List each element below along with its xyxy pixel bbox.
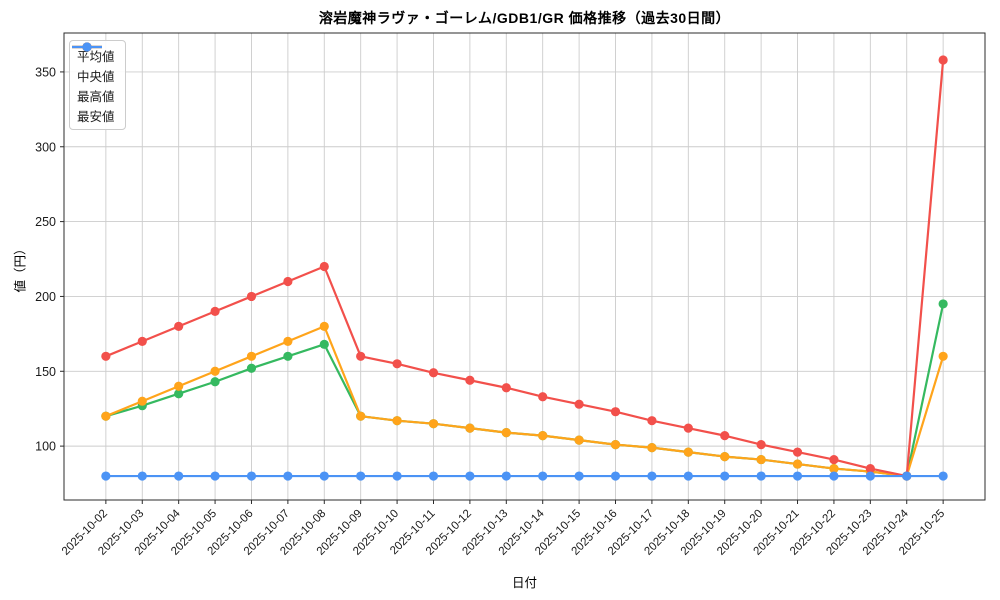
data-point-最高値 xyxy=(246,291,257,302)
data-point-最高値 xyxy=(319,261,329,272)
data-point-中央値 xyxy=(720,451,730,462)
data-point-最高値 xyxy=(756,440,766,450)
series-line-最高値 xyxy=(105,59,945,478)
data-point-最高値 xyxy=(720,431,730,441)
data-point-最高値 xyxy=(865,463,875,474)
data-point-中央値 xyxy=(246,351,257,361)
data-point-中央値 xyxy=(829,463,839,474)
data-point-最高値 xyxy=(174,321,184,331)
data-point-最高値 xyxy=(574,399,584,409)
data-point-最安値 xyxy=(356,471,366,481)
data-point-中央値 xyxy=(683,447,693,457)
y-tick-label: 250 xyxy=(35,215,56,229)
data-point-中央値 xyxy=(647,443,657,453)
plot-border xyxy=(63,32,986,501)
data-point-中央値 xyxy=(101,411,111,421)
y-tick-label: 200 xyxy=(35,290,56,304)
y-tick-label: 150 xyxy=(35,365,56,379)
data-point-最高値 xyxy=(210,306,220,317)
data-point-中央値 xyxy=(756,454,766,465)
chart-title: 溶岩魔神ラヴァ・ゴーレム/GDB1/GR 価格推移（過去30日間） xyxy=(318,10,731,26)
data-point-中央値 xyxy=(428,419,439,429)
data-point-最安値 xyxy=(538,471,548,481)
data-point-最高値 xyxy=(465,375,475,385)
data-point-平均値 xyxy=(283,351,293,361)
data-point-中央値 xyxy=(210,366,220,376)
series-line-平均値 xyxy=(105,303,945,478)
data-point-最高値 xyxy=(428,368,439,378)
data-point-最安値 xyxy=(319,471,329,481)
data-point-最安値 xyxy=(865,471,875,481)
y-tick-label: 300 xyxy=(35,140,56,154)
data-point-最安値 xyxy=(210,471,220,481)
data-point-最高値 xyxy=(829,454,839,465)
data-point-最安値 xyxy=(829,471,839,481)
data-point-最高値 xyxy=(683,423,693,433)
data-point-最安値 xyxy=(720,471,730,481)
data-point-中央値 xyxy=(465,423,475,433)
data-point-中央値 xyxy=(283,336,293,346)
data-point-最高値 xyxy=(538,392,548,402)
data-point-最安値 xyxy=(137,471,147,481)
data-point-中央値 xyxy=(356,411,366,421)
data-point-中央値 xyxy=(938,351,948,361)
data-point-最安値 xyxy=(428,471,439,481)
data-point-平均値 xyxy=(174,389,184,399)
data-point-中央値 xyxy=(319,321,329,331)
data-point-最高値 xyxy=(938,55,948,65)
data-point-最安値 xyxy=(683,471,693,481)
data-point-最安値 xyxy=(101,471,111,481)
data-point-最安値 xyxy=(174,471,184,481)
legend-label: 平均値 xyxy=(77,49,115,64)
x-axis-label: 日付 xyxy=(511,576,537,590)
legend-label: 中央値 xyxy=(77,69,115,84)
legend-label: 最安値 xyxy=(77,109,115,124)
legend-item-最高値: 最高値 xyxy=(72,42,115,104)
data-point-最安値 xyxy=(392,471,402,481)
data-point-中央値 xyxy=(792,459,803,469)
legend-item-最安値: 最安値 xyxy=(72,42,115,124)
legend: 平均値中央値最高値最安値 xyxy=(69,40,126,130)
data-point-最安値 xyxy=(902,471,912,481)
data-point-最安値 xyxy=(792,471,803,481)
data-point-平均値 xyxy=(938,299,948,309)
y-tick-label: 350 xyxy=(35,65,56,79)
data-point-最高値 xyxy=(392,359,402,369)
data-point-最安値 xyxy=(610,471,621,481)
series-line-中央値 xyxy=(105,325,945,478)
data-point-中央値 xyxy=(574,435,584,445)
data-point-最高値 xyxy=(356,351,366,361)
data-point-中央値 xyxy=(174,381,184,391)
legend-label: 最高値 xyxy=(77,89,115,104)
data-point-最安値 xyxy=(501,471,511,481)
data-point-最安値 xyxy=(647,471,657,481)
legend-item-中央値: 中央値 xyxy=(72,42,115,84)
data-point-最安値 xyxy=(465,471,475,481)
legend-marker-icon xyxy=(72,42,102,52)
data-point-最安値 xyxy=(574,471,584,481)
data-point-最高値 xyxy=(792,447,803,457)
data-point-最安値 xyxy=(756,471,766,481)
y-tick-label: 100 xyxy=(35,440,56,454)
data-point-中央値 xyxy=(392,416,402,426)
data-point-中央値 xyxy=(610,440,621,450)
data-point-中央値 xyxy=(538,431,548,441)
data-point-最安値 xyxy=(938,471,948,481)
data-point-平均値 xyxy=(210,377,220,387)
data-point-最安値 xyxy=(246,471,257,481)
data-point-最高値 xyxy=(283,276,293,287)
data-point-最安値 xyxy=(283,471,293,481)
data-point-平均値 xyxy=(246,363,257,373)
data-point-最高値 xyxy=(101,351,111,361)
data-point-中央値 xyxy=(501,428,511,438)
data-point-最高値 xyxy=(610,407,621,417)
data-point-最高値 xyxy=(137,336,147,346)
data-point-最高値 xyxy=(501,383,511,393)
y-axis-label: 値（円） xyxy=(13,242,28,293)
data-point-最高値 xyxy=(647,416,657,426)
data-point-中央値 xyxy=(137,396,147,406)
data-point-平均値 xyxy=(319,339,329,349)
